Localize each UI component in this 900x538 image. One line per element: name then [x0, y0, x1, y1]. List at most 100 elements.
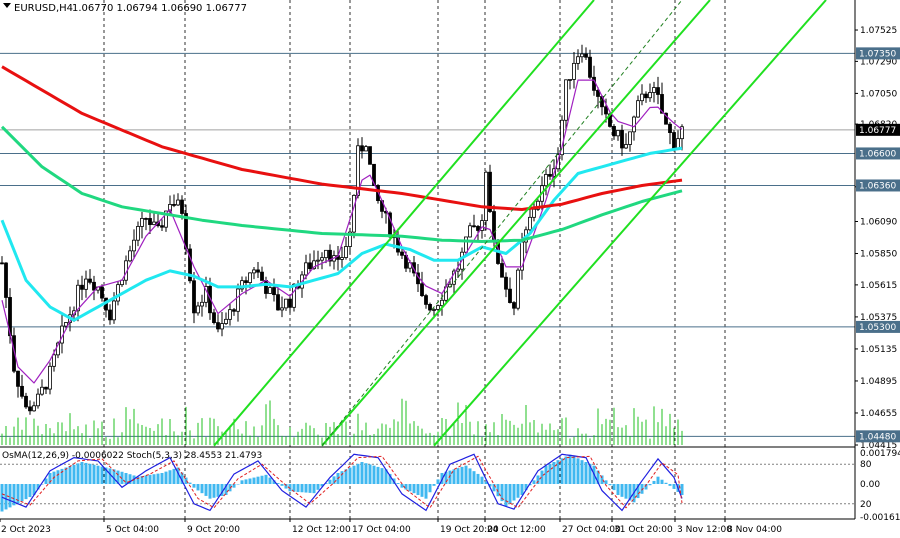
candle-body — [476, 226, 480, 231]
osma-bar — [572, 456, 576, 484]
candle-body — [52, 354, 56, 367]
time-tick-label: 9 Oct 20:00 — [187, 525, 240, 535]
osma-bar — [436, 479, 440, 484]
osma-bar — [120, 471, 124, 484]
candle-body — [192, 280, 196, 314]
level-label: 1.04480 — [859, 432, 896, 442]
candle-body — [612, 126, 616, 137]
osma-bar — [32, 484, 36, 495]
price-tick-label: 1.04895 — [860, 377, 897, 387]
candle-body — [160, 225, 164, 228]
osma-bar — [180, 472, 184, 484]
osma-bar — [148, 474, 152, 484]
candle-body — [504, 276, 508, 290]
osma-bar — [540, 470, 544, 484]
osma-bar — [580, 460, 584, 484]
dropdown-triangle-icon[interactable] — [3, 3, 11, 8]
osma-bar — [664, 482, 668, 484]
candle-body — [512, 302, 516, 309]
candle-body — [316, 259, 320, 262]
osma-bar — [460, 466, 464, 484]
candle-body — [172, 204, 176, 206]
candle-body — [440, 299, 444, 307]
osma-bar — [360, 462, 364, 484]
candle-body — [488, 171, 492, 212]
candle-body — [532, 208, 536, 218]
osma-bar — [432, 484, 436, 486]
osma-bar — [40, 484, 44, 485]
osma-bar — [116, 470, 120, 484]
current-price-label: 1.06777 — [859, 126, 896, 136]
candle-body — [472, 225, 476, 228]
time-tick-label: 8 Nov 04:00 — [727, 525, 782, 535]
level-label: 1.07350 — [859, 49, 896, 59]
price-tick-label: 1.06090 — [860, 217, 897, 227]
osma-bar — [324, 483, 328, 484]
osma-bar — [100, 466, 104, 484]
osma-bar — [604, 480, 608, 484]
osma-bar — [88, 463, 92, 484]
osma-bar — [68, 466, 72, 484]
osma-bar — [340, 471, 344, 484]
osma-bar — [44, 478, 48, 484]
osma-bar — [248, 478, 252, 484]
candle-body — [112, 300, 116, 321]
candle-body — [468, 225, 472, 238]
candle-body — [536, 200, 540, 210]
osma-bar — [60, 468, 64, 484]
osma-bar — [596, 470, 600, 484]
candle-body — [224, 318, 228, 324]
candle-body — [364, 146, 368, 152]
osma-bar — [452, 469, 456, 484]
candle-body — [596, 89, 600, 97]
candle-body — [248, 272, 252, 283]
candle-body — [88, 278, 92, 283]
price-tick-label: 1.07525 — [860, 26, 897, 36]
osma-bar — [388, 473, 392, 484]
oscillator-tick-label: -0.0016161 — [860, 513, 900, 523]
osma-bar — [208, 484, 212, 499]
osma-bar — [316, 484, 320, 490]
osma-bar — [104, 467, 108, 484]
osma-bar — [20, 484, 24, 502]
level-label: 1.06600 — [859, 149, 896, 159]
candle-body — [212, 312, 216, 323]
candle-body — [280, 307, 284, 311]
osma-bar — [56, 470, 60, 484]
osma-bar — [364, 463, 368, 484]
candle-body — [252, 269, 256, 274]
candle-body — [196, 305, 200, 314]
oscillator-tick-label: 0.0017941 — [860, 449, 900, 459]
osma-bar — [508, 484, 512, 504]
osma-bar — [4, 484, 8, 510]
time-tick-label: 5 Oct 04:00 — [106, 525, 159, 535]
osma-bar — [152, 474, 156, 484]
candle-body — [12, 335, 16, 372]
osma-bar — [576, 458, 580, 484]
osma-bar — [640, 484, 644, 494]
osma-bar — [292, 484, 296, 492]
osma-bar — [564, 456, 568, 484]
osma-bar — [384, 469, 388, 484]
osma-bar — [128, 474, 132, 484]
candle-body — [548, 174, 552, 177]
osma-bar — [80, 462, 84, 484]
candle-body — [188, 248, 192, 282]
osma-bar — [332, 476, 336, 484]
osma-bar — [556, 460, 560, 484]
candle-body — [268, 287, 272, 294]
osma-bar — [396, 483, 400, 484]
osma-bar — [548, 463, 552, 484]
osma-bar — [224, 484, 228, 495]
osma-bar — [636, 484, 640, 499]
oscillator-panel: OsMA(12,26,9) -0.0006022 Stoch(5,3,3) 28… — [0, 446, 855, 512]
candle-body — [92, 281, 96, 291]
candle-body — [256, 269, 260, 273]
candle-body — [260, 271, 264, 281]
candle-body — [164, 210, 168, 228]
oscillator-tick-label: 80 — [860, 460, 872, 470]
level-label-box — [856, 179, 900, 192]
candle-body — [100, 286, 104, 299]
